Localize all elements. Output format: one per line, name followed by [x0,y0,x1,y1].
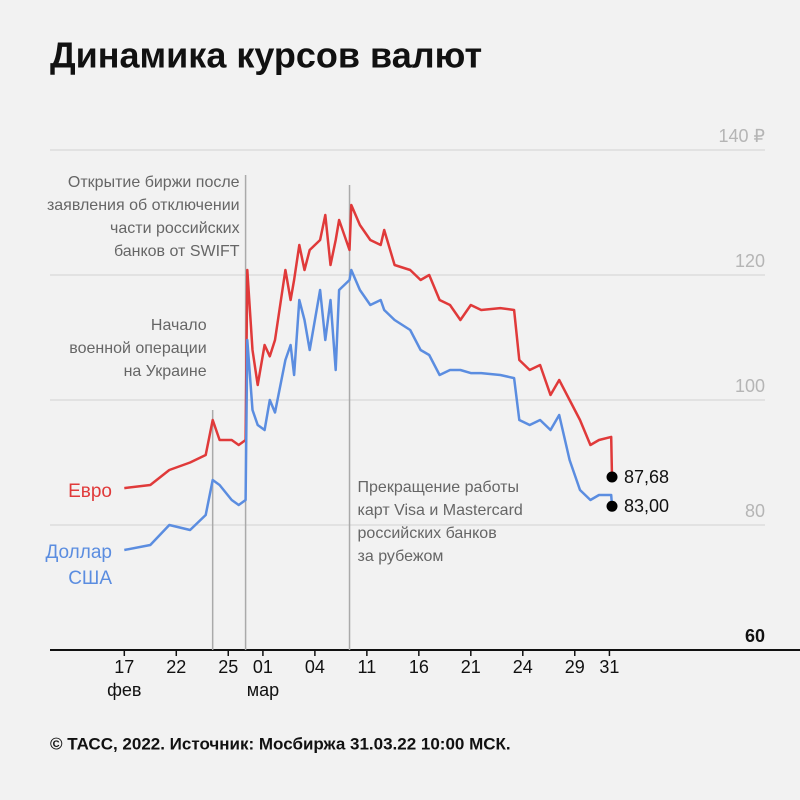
y-tick-label: 120 [735,251,765,271]
annotation-text: банков от SWIFT [114,243,240,260]
annotation-text: на Украине [124,363,207,380]
annotation-text: военной операции [69,340,206,357]
x-tick-label: 25 [218,657,238,677]
y-tick-label: 100 [735,376,765,396]
series-line [124,268,614,552]
x-tick-label: 17 [114,657,134,677]
end-point [606,471,618,483]
x-tick-label: 22 [166,657,186,677]
x-tick-label: 21 [461,657,481,677]
annotation-text: Начало [151,317,207,334]
y-tick-label: 60 [745,626,765,646]
y-tick-label: 80 [745,501,765,521]
end-label: 87,68 [624,467,669,487]
x-tick-label: 11 [358,657,377,677]
end-point [606,500,618,512]
x-tick-label: 01 [253,657,273,677]
annotation-text: части российских [110,220,240,237]
annotation-text: заявления об отключении [47,197,240,214]
y-tick-label: 140 ₽ [719,126,766,146]
legend-label: Доллар США [45,542,112,589]
footer: © ТАСС, 2022. Источник: Мосбиржа 31.03.2… [50,734,511,753]
x-tick-label: 24 [513,657,533,677]
legend-label: Евро [68,481,112,502]
annotation-text: Открытие биржи после [68,174,240,191]
x-tick-label: 04 [305,657,325,677]
annotation-text: российских банков [358,525,497,542]
annotation-text: Прекращение работы [358,479,519,496]
month-label: мар [247,680,279,700]
x-tick-label: 31 [599,657,619,677]
chart-title: Динамика курсов валют [50,35,482,76]
x-tick-label: 29 [565,657,585,677]
annotation-text: карт Visa и Mastercard [358,502,523,519]
end-label: 83,00 [624,496,669,516]
month-label: фев [107,680,141,700]
annotation-text: за рубежом [358,548,444,565]
x-tick-label: 16 [409,657,429,677]
